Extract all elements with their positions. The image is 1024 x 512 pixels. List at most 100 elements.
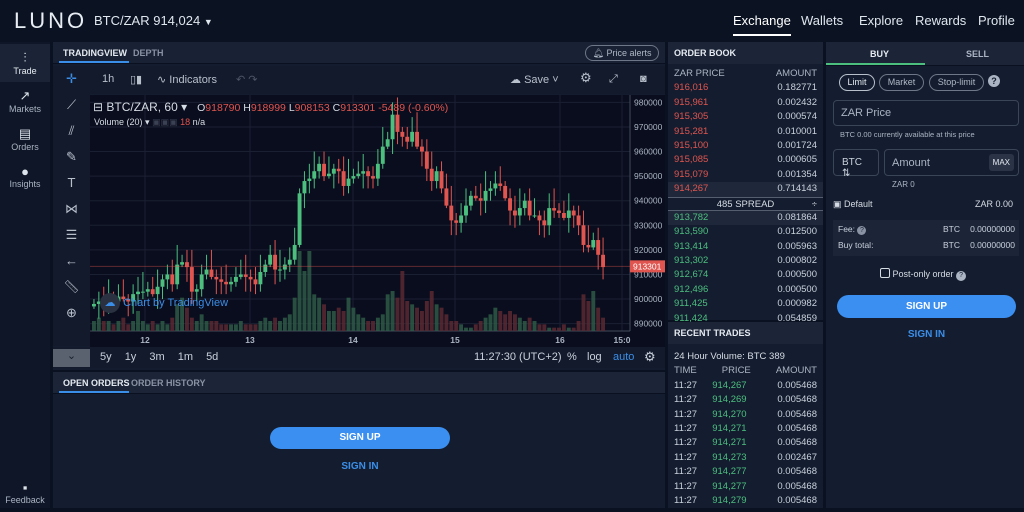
candle-type-icon[interactable]: ▯▮ bbox=[130, 74, 143, 86]
luno-logo[interactable]: LUNO bbox=[14, 8, 88, 33]
text-icon[interactable]: T bbox=[67, 175, 76, 190]
screenshot-icon[interactable]: ◙ bbox=[640, 73, 647, 85]
zoom-in-icon[interactable]: ⊕ bbox=[66, 305, 77, 320]
ask-row[interactable]: 915,079 0.001354 bbox=[668, 168, 823, 182]
tab-tradingview[interactable]: TRADINGVIEW bbox=[63, 48, 127, 58]
crosshair-icon[interactable]: ✛ bbox=[66, 71, 77, 86]
range-1y[interactable]: 1y bbox=[124, 351, 137, 363]
nav-wallets[interactable]: Wallets bbox=[801, 13, 844, 28]
price-input[interactable]: ZAR Price bbox=[833, 100, 1019, 126]
help-icon[interactable]: ? bbox=[988, 75, 1000, 87]
collapse-icon[interactable]: ⌄ bbox=[53, 349, 90, 367]
pair-selector[interactable]: BTC/ZAR 914,024 ▼ bbox=[94, 13, 213, 28]
legend-symbol[interactable]: BTC/ZAR, 60 bbox=[106, 100, 178, 114]
tab-depth[interactable]: DEPTH bbox=[133, 48, 164, 58]
tab-order-history[interactable]: ORDER HISTORY bbox=[131, 378, 206, 388]
range-5y[interactable]: 5y bbox=[100, 351, 112, 363]
bid-row[interactable]: 912,674 0.000500 bbox=[668, 268, 823, 282]
sign-in-link[interactable]: SIGN IN bbox=[341, 461, 379, 472]
price-chart[interactable]: 980000 970000 960000 950000 940000 930000 9200… bbox=[90, 95, 665, 347]
order-type-market[interactable]: Market bbox=[879, 74, 924, 91]
tab-buy[interactable]: BUY bbox=[870, 49, 890, 59]
bid-row[interactable]: 913,414 0.005963 bbox=[668, 240, 823, 254]
chart-settings-icon[interactable]: ⚙ bbox=[644, 349, 656, 364]
help-icon[interactable]: ? bbox=[956, 271, 967, 281]
trade-row[interactable]: 11:27 914,277 0.005468 bbox=[668, 480, 823, 494]
save-button[interactable]: ☁︎ Save ˅ bbox=[510, 74, 559, 86]
bid-row[interactable]: 911,425 0.000982 bbox=[668, 297, 823, 311]
currency-toggle[interactable]: BTC ⇅ bbox=[833, 149, 879, 179]
trade-row[interactable]: 11:27 914,279 0.005468 bbox=[668, 494, 823, 508]
nav-profile[interactable]: Profile bbox=[978, 13, 1015, 28]
percent-toggle[interactable]: % bbox=[567, 351, 577, 363]
range-1m[interactable]: 1m bbox=[177, 351, 193, 363]
volume-label[interactable]: Volume (20) bbox=[94, 117, 143, 127]
form-sign-up-button[interactable]: SIGN UP bbox=[837, 295, 1016, 318]
bid-row[interactable]: 913,782 0.081864 bbox=[668, 210, 823, 226]
trade-row[interactable]: 11:27 914,267 0.005468 bbox=[668, 379, 823, 393]
nav-rewards[interactable]: Rewards bbox=[915, 13, 967, 28]
ask-row[interactable]: 915,305 0.000574 bbox=[668, 110, 823, 124]
range-3m[interactable]: 3m bbox=[149, 351, 165, 363]
trade-row[interactable]: 11:27 914,273 0.002467 bbox=[668, 451, 823, 465]
checkbox-icon[interactable] bbox=[880, 268, 890, 278]
volume-controls-icon[interactable]: ▣▣▣ bbox=[152, 117, 178, 127]
nav-explore[interactable]: Explore bbox=[859, 13, 904, 28]
trade-row[interactable]: 11:27 914,271 0.005468 bbox=[668, 436, 823, 450]
interval-button[interactable]: 1h bbox=[102, 73, 115, 85]
trendline-icon[interactable]: ⟋ bbox=[66, 97, 77, 112]
cell: 0.010001 bbox=[777, 125, 817, 137]
trade-row[interactable]: 11:27 914,277 0.005468 bbox=[668, 465, 823, 479]
bid-row[interactable]: 911,424 0.054859 bbox=[668, 312, 823, 326]
feedback-button[interactable]: ▪ Feedback bbox=[0, 474, 50, 512]
sidebar-item-orders[interactable]: ▤ Orders bbox=[0, 120, 50, 158]
bid-row[interactable]: 913,302 0.000802 bbox=[668, 254, 823, 268]
trade-row[interactable]: 11:27 914,269 0.005468 bbox=[668, 393, 823, 407]
pitchfork-icon[interactable]: ⫽ bbox=[68, 123, 75, 138]
trade-row[interactable]: 11:27 914,270 0.005468 bbox=[668, 408, 823, 422]
settings-icon[interactable]: ⚙ bbox=[580, 70, 592, 85]
ask-row[interactable]: 916,016 0.182771 bbox=[668, 81, 823, 95]
volume-bar bbox=[410, 304, 415, 331]
volume-bar bbox=[552, 327, 557, 331]
tab-open-orders[interactable]: OPEN ORDERS bbox=[63, 378, 130, 388]
order-type-stop-limit[interactable]: Stop-limit bbox=[929, 74, 984, 91]
log-toggle[interactable]: log bbox=[587, 351, 602, 363]
post-only-checkbox[interactable]: Post-only order ? bbox=[880, 268, 967, 281]
trade-row[interactable]: 11:27 914,271 0.005468 bbox=[668, 422, 823, 436]
nav-exchange[interactable]: Exchange bbox=[733, 13, 791, 36]
auto-toggle[interactable]: auto bbox=[613, 351, 635, 363]
candle-body bbox=[547, 208, 552, 226]
spread-toggle-icon[interactable]: ÷ bbox=[811, 198, 817, 210]
amount-input[interactable]: Amount MAX bbox=[884, 149, 1019, 176]
brush-icon[interactable]: ✎ bbox=[66, 149, 77, 164]
undo-icon[interactable]: ↶ ↷ bbox=[236, 74, 258, 86]
sidebar-item-insights[interactable]: ● Insights bbox=[0, 158, 50, 196]
arrow-left-icon[interactable]: ← bbox=[65, 253, 78, 268]
tradingview-watermark[interactable]: ☁︎ Chart by TradingView bbox=[100, 293, 228, 313]
fib-icon[interactable]: ☰ bbox=[65, 227, 78, 242]
ask-row[interactable]: 915,085 0.000605 bbox=[668, 153, 823, 167]
wallet-selector[interactable]: ▣ Default bbox=[833, 199, 873, 210]
tab-sell[interactable]: SELL bbox=[966, 49, 990, 59]
sidebar-item-trade[interactable]: ⫶ Trade bbox=[0, 44, 50, 82]
bid-row[interactable]: 913,590 0.012500 bbox=[668, 225, 823, 239]
price-alerts-button[interactable]: 🔔︎ Price alerts bbox=[585, 45, 659, 61]
ask-row[interactable]: 915,961 0.002432 bbox=[668, 96, 823, 110]
sign-up-button[interactable]: SIGN UP bbox=[270, 427, 450, 449]
pattern-icon[interactable]: ⋈ bbox=[65, 201, 78, 216]
order-type-limit[interactable]: Limit bbox=[839, 74, 875, 91]
bid-row[interactable]: 912,496 0.000500 bbox=[668, 283, 823, 297]
max-button[interactable]: MAX bbox=[988, 154, 1014, 171]
form-sign-in-link[interactable]: SIGN IN bbox=[907, 329, 946, 340]
indicators-button[interactable]: ∿ Indicators bbox=[157, 73, 217, 86]
ask-row[interactable]: 915,281 0.010001 bbox=[668, 125, 823, 139]
fullscreen-icon[interactable]: ⤢ bbox=[609, 73, 618, 85]
fee-help-icon[interactable]: ? bbox=[857, 226, 867, 235]
ask-row[interactable]: 914,267 0.714143 bbox=[668, 182, 823, 197]
range-5d[interactable]: 5d bbox=[206, 351, 219, 363]
legend-collapse-icon[interactable]: ⊟ bbox=[93, 100, 104, 114]
ask-row[interactable]: 915,100 0.001724 bbox=[668, 139, 823, 153]
sidebar-item-markets[interactable]: ↗ Markets bbox=[0, 82, 50, 120]
ruler-icon[interactable]: 📏︎ bbox=[63, 279, 80, 294]
